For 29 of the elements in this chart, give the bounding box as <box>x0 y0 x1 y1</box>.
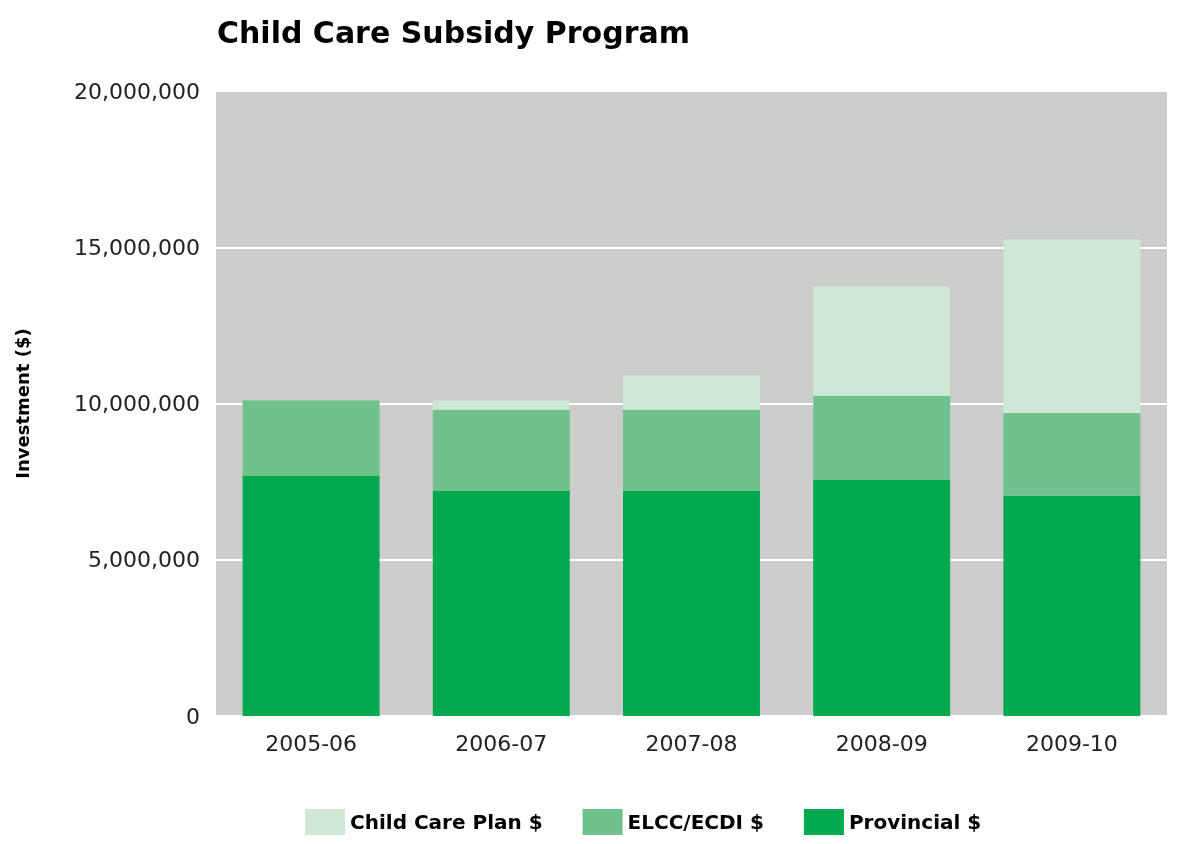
bar <box>432 491 570 716</box>
bar <box>1003 412 1141 496</box>
bar <box>813 286 951 396</box>
bar <box>813 480 951 716</box>
bar <box>432 409 570 491</box>
bar <box>1003 495 1141 716</box>
y-tick-label: 10,000,000 <box>74 391 200 416</box>
bar <box>242 475 380 716</box>
y-tick-label: 5,000,000 <box>88 547 200 573</box>
x-tick-label: 2008-09 <box>835 730 928 756</box>
y-tick-label: 0 <box>186 703 200 729</box>
bar <box>242 400 380 476</box>
x-tick-label: 2009-10 <box>1025 730 1118 756</box>
bar <box>623 491 760 716</box>
bar <box>623 409 760 491</box>
chart-title: Child Care Subsidy Program <box>217 14 690 50</box>
y-tick-label: 20,000,000 <box>74 78 200 104</box>
y-axis-title: Investment ($) <box>11 328 33 479</box>
bar <box>432 400 570 410</box>
x-tick-label: 2007-08 <box>645 730 738 756</box>
y-tick-label: 15,000,000 <box>74 234 200 260</box>
bar <box>623 375 760 410</box>
x-tick-label: 2006-07 <box>455 730 548 756</box>
bar <box>1003 239 1141 413</box>
x-tick-label: 2005-06 <box>265 730 358 756</box>
legend-label: Child Care Plan $ <box>350 810 543 834</box>
legend-label: ELCC/ECDI $ <box>627 810 764 834</box>
bar <box>813 395 951 481</box>
legend-label: Provincial $ <box>848 810 982 834</box>
